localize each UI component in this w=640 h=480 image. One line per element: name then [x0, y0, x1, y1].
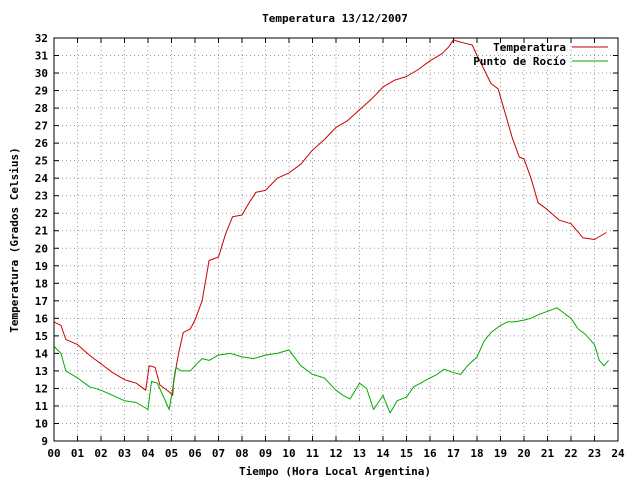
y-tick-label: 15	[35, 330, 48, 343]
y-tick-label: 17	[35, 295, 48, 308]
y-axis-label: Temperatura (Grados Celsius)	[8, 147, 21, 332]
y-tick-label: 22	[35, 207, 48, 220]
x-tick-label: 03	[118, 447, 131, 460]
y-tick-label: 18	[35, 277, 48, 290]
x-tick-label: 20	[517, 447, 530, 460]
y-tick-label: 29	[35, 85, 48, 98]
x-tick-label: 17	[447, 447, 460, 460]
legend-label: Punto de Rocío	[473, 55, 566, 68]
x-tick-label: 11	[306, 447, 320, 460]
y-tick-label: 28	[35, 102, 48, 115]
x-tick-label: 19	[494, 447, 507, 460]
y-tick-label: 31	[35, 50, 49, 63]
y-tick-label: 21	[35, 225, 49, 238]
x-tick-label: 15	[400, 447, 413, 460]
plot-frame	[53, 37, 619, 442]
y-tick-label: 32	[35, 32, 48, 45]
y-tick-label: 20	[35, 242, 48, 255]
y-tick-label: 23	[35, 190, 48, 203]
y-tick-label: 16	[35, 312, 49, 325]
y-tick-label: 13	[35, 365, 48, 378]
x-tick-label: 00	[47, 447, 60, 460]
chart-title: Temperatura 13/12/2007	[262, 12, 408, 25]
x-tick-label: 13	[353, 447, 366, 460]
x-tick-label: 09	[259, 447, 272, 460]
x-tick-label: 10	[282, 447, 295, 460]
y-tick-label: 30	[35, 67, 48, 80]
y-tick-label: 24	[35, 172, 49, 185]
series-line-temperatura	[53, 39, 607, 396]
y-tick-label: 25	[35, 155, 48, 168]
x-tick-label: 07	[212, 447, 225, 460]
series-lines	[53, 39, 609, 414]
x-tick-label: 08	[235, 447, 248, 460]
x-tick-label: 23	[588, 447, 601, 460]
series-line-punto-de-rocio	[53, 307, 609, 414]
legend-label: Temperatura	[493, 41, 566, 54]
x-tick-label: 05	[165, 447, 178, 460]
x-tick-label: 02	[94, 447, 107, 460]
y-tick-label: 12	[35, 382, 48, 395]
x-tick-label: 16	[423, 447, 437, 460]
x-tick-label: 06	[188, 447, 202, 460]
x-tick-label: 01	[71, 447, 85, 460]
y-tick-label: 9	[41, 435, 48, 448]
x-tick-label: 18	[470, 447, 483, 460]
x-tick-label: 12	[329, 447, 342, 460]
x-tick-label: 22	[564, 447, 577, 460]
x-tick-label: 14	[376, 447, 390, 460]
x-tick-label: 24	[611, 447, 625, 460]
x-axis-label: Tiempo (Hora Local Argentina)	[239, 465, 431, 478]
y-tick-label: 11	[35, 400, 49, 413]
y-tick-label: 14	[35, 347, 49, 360]
y-tick-label: 10	[35, 417, 48, 430]
y-tick-label: 27	[35, 120, 48, 133]
axis-ticks: 9 10 11 12 13 14 15 16 17 18 19 20 21 22 23 24 25 26 27 28 2…	[35, 32, 625, 460]
x-tick-label: 04	[141, 447, 155, 460]
y-tick-label: 26	[35, 137, 49, 150]
x-tick-label: 21	[541, 447, 555, 460]
y-tick-label: 19	[35, 260, 48, 273]
